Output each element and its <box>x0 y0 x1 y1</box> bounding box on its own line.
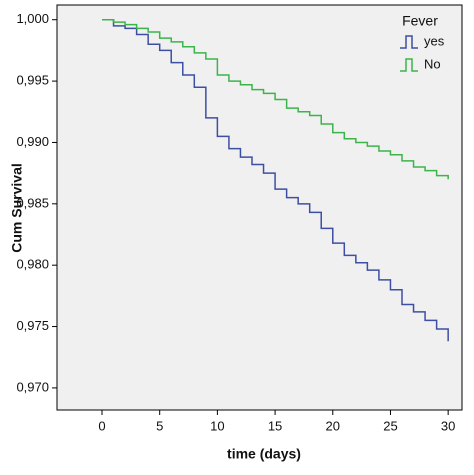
legend-swatch <box>400 58 418 72</box>
survival-line <box>102 18 449 342</box>
x-tick-label: 0 <box>98 418 105 433</box>
y-tick-label: 0,980 <box>16 257 49 272</box>
x-axis-label: time (days) <box>227 446 301 462</box>
x-tick-label: 15 <box>268 418 282 433</box>
legend-swatch <box>400 35 418 49</box>
y-tick-label: 0,970 <box>16 379 49 394</box>
y-axis-label: Cum Survival <box>9 163 25 252</box>
legend-label: No <box>424 56 441 71</box>
x-tick-label: 25 <box>383 418 397 433</box>
y-tick-label: 0,990 <box>16 134 49 149</box>
plot-area <box>56 4 463 411</box>
y-tick-label: 0,985 <box>16 195 49 210</box>
survival-line <box>102 18 449 180</box>
x-tick-label: 10 <box>210 418 224 433</box>
x-tick-label: 20 <box>326 418 340 433</box>
y-tick-label: 0,995 <box>16 73 49 88</box>
legend-label: yes <box>424 33 445 48</box>
x-tick-label: 5 <box>156 418 163 433</box>
y-tick-label: 1,000 <box>16 11 49 26</box>
legend-title: Fever <box>402 13 438 29</box>
x-tick-label: 30 <box>441 418 455 433</box>
y-tick-label: 0,975 <box>16 318 49 333</box>
